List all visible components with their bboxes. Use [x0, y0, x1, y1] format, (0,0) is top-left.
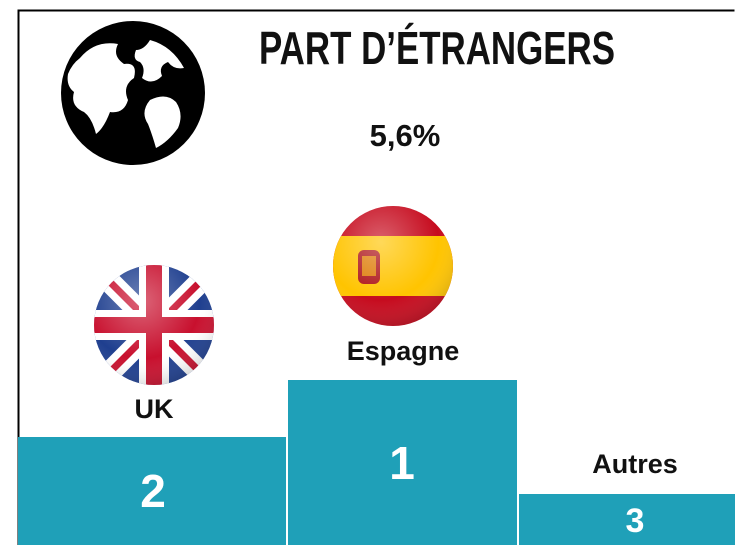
podium-rank: 1 — [389, 437, 415, 489]
podium-rank: 2 — [140, 465, 166, 517]
podium-label: UK — [135, 394, 174, 424]
podium-step — [288, 380, 517, 545]
globe-icon — [61, 21, 205, 165]
podium-rank: 3 — [626, 502, 645, 540]
podium-label: Autres — [592, 449, 678, 479]
podium-step — [519, 494, 735, 545]
podium-label: Espagne — [347, 336, 460, 366]
podium-step — [18, 437, 286, 545]
spain-flag — [333, 206, 453, 326]
stat-value: 5,6% — [370, 118, 441, 153]
frame — [17, 9, 735, 545]
title: PART D’ÉTRANGERS — [259, 22, 615, 74]
